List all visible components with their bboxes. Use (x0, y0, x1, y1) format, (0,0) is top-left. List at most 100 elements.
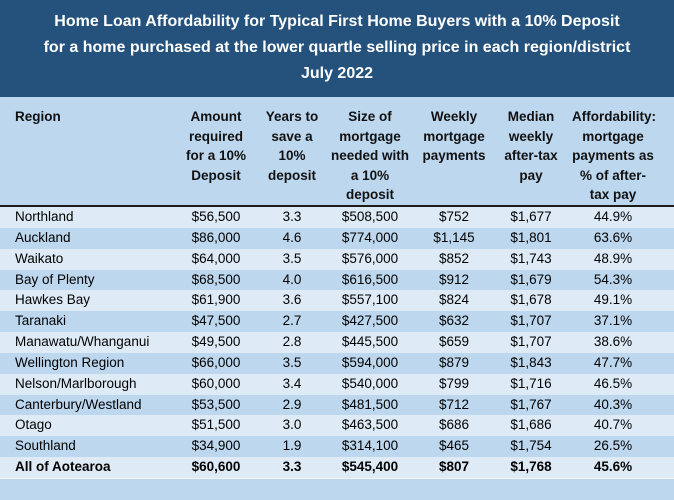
cell-deposit-amount: $60,600 (191, 459, 241, 475)
cell-affordability: 49.1% (593, 292, 633, 308)
table-row: Nelson/Marlborough $60,000 3.4 $540,000 $799… (0, 373, 674, 395)
cell-deposit-amount: $60,000 (191, 375, 241, 391)
cell-region: Hawkes Bay (15, 292, 91, 308)
cell-region: Bay of Plenty (15, 271, 95, 287)
cell-median-pay: $1,843 (510, 354, 552, 370)
affordability-table: Region Amount required for a 10% Deposit Year… (0, 97, 674, 478)
table-row: Otago $51,500 3.0 $463,500 $686 $1,686 40.7% (0, 415, 674, 437)
cell-years-to-save: 3.3 (282, 209, 302, 224)
cell-region: Nelson/Marlborough (15, 375, 137, 391)
cell-deposit-amount: $47,500 (191, 313, 241, 329)
cell-years-to-save: 3.6 (282, 292, 302, 308)
cell-deposit-amount: $49,500 (191, 334, 241, 350)
cell-weekly-payments: $686 (438, 417, 470, 433)
cell-mortgage-size: $540,000 (341, 375, 399, 391)
cell-deposit-amount: $68,500 (191, 271, 241, 287)
cell-median-pay: $1,767 (510, 396, 552, 412)
column-header-years-to-save: Years to save a 10% deposit (262, 97, 322, 207)
cell-median-pay: $1,707 (510, 334, 552, 350)
cell-median-pay: $1,716 (510, 375, 552, 391)
cell-years-to-save: 3.0 (282, 417, 302, 433)
cell-weekly-payments: $632 (438, 313, 470, 329)
report-title: Home Loan Affordability for Typical Firs… (0, 0, 674, 97)
cell-affordability: 48.9% (593, 250, 633, 266)
table-row: Bay of Plenty $68,500 4.0 $616,500 $912 $1,67… (0, 269, 674, 291)
cell-weekly-payments: $752 (438, 209, 470, 224)
cell-affordability: 44.9% (593, 209, 633, 224)
cell-years-to-save: 3.5 (282, 250, 302, 266)
column-header-mortgage-size: Size of mortgage needed with a 10% deposit (322, 97, 418, 207)
column-header-deposit-amount: Amount required for a 10% Deposit (170, 97, 262, 207)
cell-affordability: 54.3% (593, 271, 633, 287)
title-line-1: Home Loan Affordability for Typical Firs… (54, 13, 620, 30)
cell-deposit-amount: $86,000 (191, 229, 241, 245)
cell-affordability: 37.1% (593, 313, 633, 329)
cell-mortgage-size: $463,500 (341, 417, 399, 433)
cell-median-pay: $1,768 (510, 459, 552, 475)
table-header-row: Region Amount required for a 10% Deposit Year… (0, 97, 674, 207)
cell-median-pay: $1,743 (510, 250, 552, 266)
cell-mortgage-size: $594,000 (341, 354, 399, 370)
cell-region: Taranaki (15, 313, 67, 329)
cell-years-to-save: 3.4 (282, 375, 302, 391)
cell-years-to-save: 1.9 (282, 438, 302, 454)
cell-mortgage-size: $774,000 (341, 229, 399, 245)
table-row: Canterbury/Westland $53,500 2.9 $481,500 $71… (0, 394, 674, 416)
cell-deposit-amount: $56,500 (191, 209, 241, 224)
cell-mortgage-size: $576,000 (341, 250, 399, 266)
cell-years-to-save: 4.0 (282, 271, 302, 287)
cell-deposit-amount: $53,500 (191, 396, 241, 412)
cell-region: Canterbury/Westland (15, 396, 142, 412)
cell-years-to-save: 2.7 (282, 313, 302, 329)
cell-mortgage-size: $508,500 (341, 209, 399, 224)
cell-region: Southland (15, 438, 76, 454)
footer-strip (0, 477, 674, 500)
cell-median-pay: $1,677 (510, 209, 552, 224)
table-row: Auckland $86,000 4.6 $774,000 $1,145 $1,801 63… (0, 227, 674, 249)
cell-weekly-payments: $465 (438, 438, 470, 454)
cell-region: Otago (15, 417, 52, 433)
cell-region: Waikato (15, 250, 64, 266)
title-line-2: for a home purchased at the lower quartl… (43, 39, 631, 56)
column-header-region: Region (0, 97, 170, 207)
cell-deposit-amount: $34,900 (191, 438, 241, 454)
cell-years-to-save: 3.3 (282, 459, 302, 475)
title-line-3: July 2022 (300, 65, 374, 82)
cell-region: Auckland (15, 229, 71, 245)
table-row: Wellington Region $66,000 3.5 $594,000 $879 $… (0, 352, 674, 374)
cell-region: Manawatu/Whanganui (15, 334, 150, 350)
cell-affordability: 38.6% (593, 334, 633, 350)
cell-affordability: 46.5% (593, 375, 633, 391)
cell-mortgage-size: $481,500 (341, 396, 399, 412)
table-row: Manawatu/Whanganui $49,500 2.8 $445,500 $659… (0, 332, 674, 353)
cell-weekly-payments: $912 (438, 271, 470, 287)
cell-weekly-payments: $799 (438, 375, 470, 391)
cell-weekly-payments: $712 (438, 396, 470, 412)
cell-years-to-save: 2.9 (282, 396, 302, 412)
cell-mortgage-size: $427,500 (341, 313, 399, 329)
cell-deposit-amount: $66,000 (191, 354, 241, 370)
cell-affordability: 40.7% (593, 417, 633, 433)
cell-years-to-save: 4.6 (282, 229, 302, 245)
cell-median-pay: $1,679 (510, 271, 552, 287)
table-row: Northland $56,500 3.3 $508,500 $752 $1,677 44.… (0, 206, 674, 228)
cell-weekly-payments: $1,145 (433, 229, 475, 245)
cell-region: Northland (15, 209, 74, 224)
cell-affordability: 47.7% (593, 354, 633, 370)
cell-deposit-amount: $51,500 (191, 417, 241, 433)
cell-weekly-payments: $659 (438, 334, 470, 350)
cell-median-pay: $1,686 (510, 417, 552, 433)
cell-median-pay: $1,678 (510, 292, 552, 308)
cell-affordability: 63.6% (593, 229, 633, 245)
cell-median-pay: $1,801 (510, 229, 552, 245)
cell-median-pay: $1,754 (510, 438, 552, 454)
column-header-affordability: Affordability: mortgage payments as% of af… (572, 97, 674, 207)
cell-years-to-save: 2.8 (282, 334, 302, 350)
table-row: Southland $34,900 1.9 $314,100 $465 $1,754 26.… (0, 436, 674, 458)
cell-affordability: 40.3% (593, 396, 633, 412)
cell-weekly-payments: $824 (438, 292, 470, 308)
cell-affordability: 26.5% (593, 438, 633, 454)
column-header-median-pay: Median weekly after-tax pay (490, 97, 572, 207)
column-header-weekly-payments: Weekly mortgage payments (418, 97, 490, 207)
